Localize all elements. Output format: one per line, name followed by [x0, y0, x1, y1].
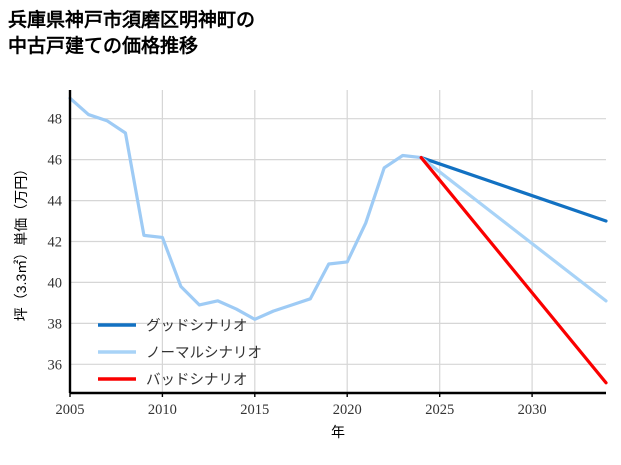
- y-tick-label: 36: [48, 357, 63, 373]
- x-axis-tick-labels: 2005 2010 2015 2020 2025 2030: [56, 402, 547, 418]
- legend-label: バッドシナリオ: [146, 373, 248, 389]
- x-tick-label: 2020: [333, 402, 362, 418]
- gridlines-horizontal: [70, 118, 606, 365]
- y-tick-label: 38: [48, 316, 63, 332]
- series-line: [419, 155, 608, 223]
- y-tick-label: 44: [48, 194, 63, 210]
- x-tick-label: 2010: [148, 402, 177, 418]
- series-line: [419, 155, 608, 385]
- series-line: [419, 155, 608, 303]
- series-line: [68, 96, 423, 321]
- legend-label: ノーマルシナリオ: [146, 346, 262, 362]
- x-tick-label: 2030: [518, 402, 547, 418]
- x-tick-label: 2025: [425, 402, 454, 418]
- y-tick-label: 40: [48, 275, 63, 291]
- legend-label: グッドシナリオ: [146, 318, 248, 335]
- axis-lines: [68, 90, 606, 397]
- y-axis-label: 坪（3.3㎡）単価（万円）: [13, 162, 29, 321]
- x-tick-label: 2015: [240, 402, 269, 418]
- x-tick-label: 2005: [56, 402, 85, 418]
- x-axis-label: 年: [331, 424, 345, 440]
- y-tick-label: 46: [48, 153, 63, 169]
- series-lines: [68, 96, 608, 385]
- y-axis-tick-labels: 36 38 40 42 44 46 48: [48, 112, 63, 374]
- y-tick-label: 48: [48, 112, 63, 128]
- y-tick-label: 42: [48, 235, 63, 251]
- chart-title: 兵庫県神戸市須磨区明神町の 中古戸建ての価格推移: [8, 10, 256, 57]
